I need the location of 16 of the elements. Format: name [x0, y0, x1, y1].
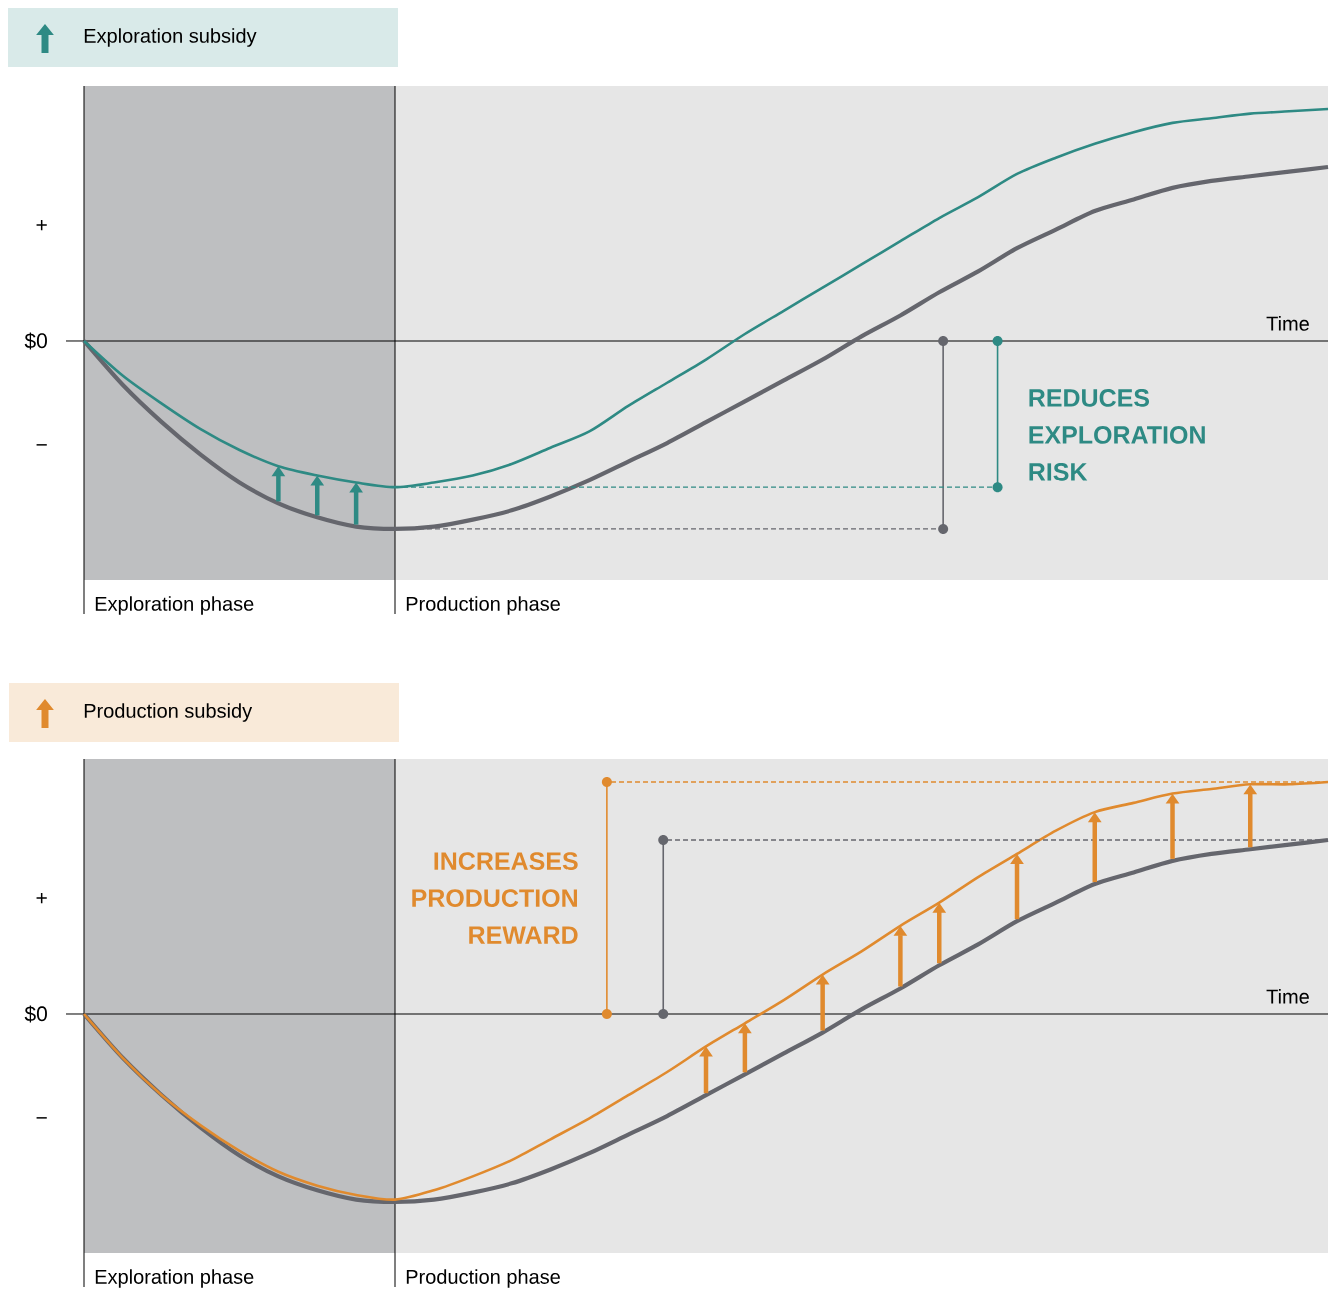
- text: $0: [24, 332, 47, 350]
- text: Exploration phase: [95, 1269, 254, 1288]
- annotation: REDUCES EXPLORATION RISK: [1029, 389, 1205, 481]
- chart-title: Exploration subsidy: [84, 28, 257, 47]
- text: Production phase: [406, 1269, 560, 1288]
- text: −: [36, 444, 47, 446]
- x-axis-title: Time: [1266, 316, 1309, 331]
- text: +: [36, 219, 47, 231]
- text: +: [36, 892, 47, 904]
- text: −: [36, 1117, 47, 1119]
- annotation: INCREASES PRODUCTION REWARD: [412, 852, 578, 944]
- x-axis-title: Time: [1266, 989, 1309, 1004]
- chart-title: Production subsidy: [84, 703, 253, 722]
- text: Exploration phase: [95, 596, 254, 615]
- text: $0: [24, 1005, 47, 1023]
- text: Production phase: [406, 596, 560, 615]
